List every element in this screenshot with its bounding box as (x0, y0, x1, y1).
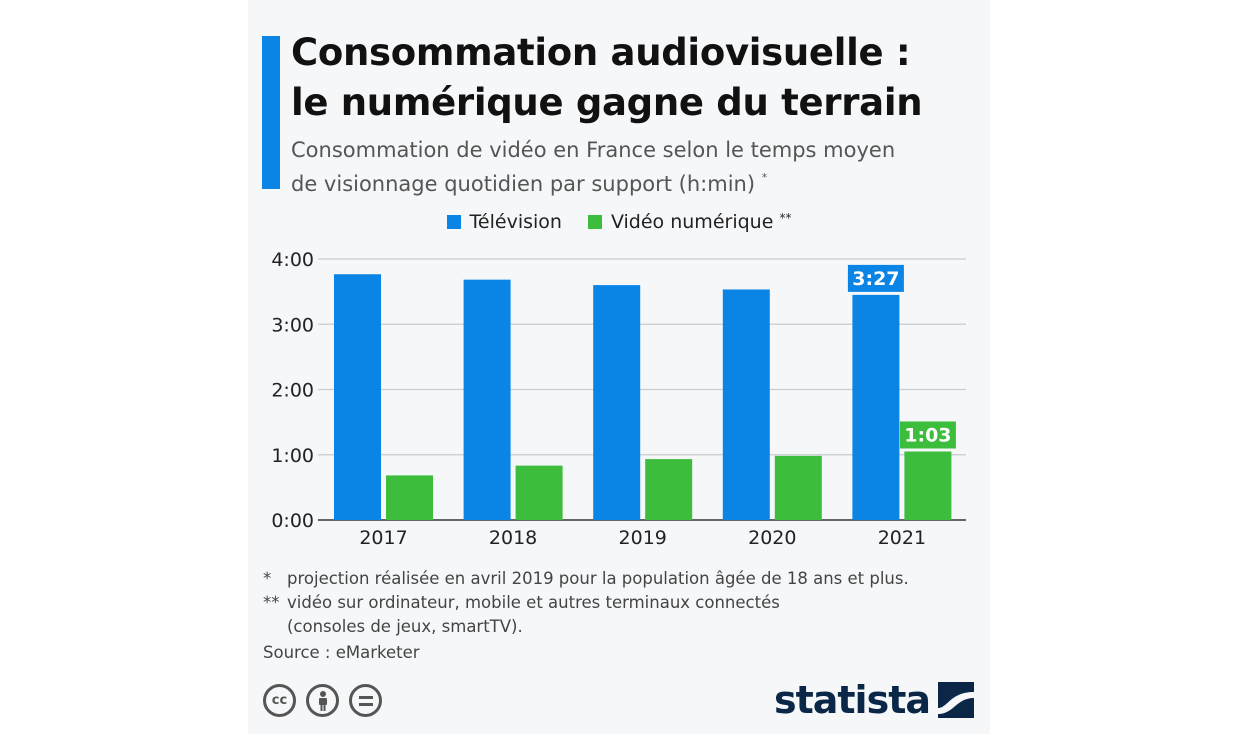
title-accent-bar (262, 36, 280, 189)
person-glyph (318, 690, 327, 711)
bar-television (463, 279, 511, 520)
legend-footnote-mark: ** (779, 211, 792, 225)
footnote-1: * projection réalisée en avril 2019 pour… (263, 567, 978, 591)
footnote-2-mark: ** (263, 593, 280, 612)
chart-legend: Télévision Vidéo numérique ** (248, 208, 990, 236)
footnote-2: ** vidéo sur ordinateur, mobile et autre… (263, 591, 978, 639)
x-tick-label: 2019 (619, 527, 667, 549)
chart-title: Consommation audiovisuelle : le numériqu… (291, 28, 981, 128)
subtitle-line-2: de visionnage quotidien par support (h:m… (291, 172, 756, 196)
y-tick-label: 4:00 (271, 249, 314, 271)
subtitle-footnote-mark: * (761, 171, 768, 184)
data-label-box (847, 264, 904, 292)
legend-item-digital: Vidéo numérique ** (587, 211, 792, 233)
legend-swatch-digital (587, 215, 602, 229)
footnote-1-mark: * (263, 569, 272, 588)
bar-digital-video (904, 451, 952, 520)
footnote-1-text: projection réalisée en avril 2019 pour l… (287, 569, 909, 588)
x-tick-label: 2017 (359, 527, 407, 549)
no-derivatives-icon[interactable] (349, 684, 382, 717)
y-tick-label: 1:00 (271, 445, 314, 467)
y-tick-label: 2:00 (271, 380, 314, 402)
statista-logo[interactable]: statista (774, 680, 974, 720)
bar-television (334, 274, 381, 520)
source-note: Source : eMarketer (263, 643, 420, 662)
bar-television (852, 294, 900, 520)
bar-digital-video (515, 465, 563, 520)
attribution-icon[interactable] (306, 684, 339, 717)
legend-label-digital: Vidéo numérique (610, 211, 774, 233)
statista-logo-text: statista (773, 678, 931, 722)
bar-television (593, 285, 641, 520)
footnote-2-text-line-2: (consoles de jeux, smartTV). (287, 617, 523, 636)
license-icons: cc (263, 684, 382, 717)
equals-glyph (358, 695, 373, 706)
y-tick-label: 0:00 (271, 510, 314, 532)
legend-item-tv: Télévision (446, 211, 562, 233)
bar-chart: 0:00 1:00 2:00 3:00 4:00 2017 2018 2019 2020 2021… (271, 249, 966, 549)
bar-digital-video (645, 459, 693, 520)
chart-subtitle: Consommation de vidéo en France selon le… (291, 136, 981, 198)
footnote-2-text-line-1: vidéo sur ordinateur, mobile et autres t… (287, 593, 780, 612)
data-label: 1:03 (904, 424, 951, 446)
subtitle-line-1: Consommation de vidéo en France selon le… (291, 138, 896, 162)
legend-swatch-tv (446, 215, 461, 229)
x-tick-label: 2021 (878, 527, 926, 549)
title-line-2: le numérique gagne du terrain (291, 81, 923, 124)
x-tick-label: 2018 (489, 527, 537, 549)
title-line-1: Consommation audiovisuelle : (291, 31, 911, 74)
bar-digital-video (386, 475, 433, 520)
infographic-card: Consommation audiovisuelle : le numériqu… (248, 0, 990, 734)
x-tick-label: 2020 (748, 527, 796, 549)
bar-television (722, 289, 770, 520)
data-label: 3:27 (852, 268, 899, 290)
creative-commons-icon[interactable]: cc (263, 684, 296, 717)
legend-label-tv: Télévision (469, 211, 562, 233)
cc-icon-label: cc (271, 693, 288, 708)
bar-digital-video (774, 455, 822, 520)
y-tick-label: 3:00 (271, 314, 314, 336)
statista-logo-icon (938, 682, 974, 718)
footnotes: * projection réalisée en avril 2019 pour… (263, 567, 978, 665)
data-label-box (899, 421, 956, 449)
